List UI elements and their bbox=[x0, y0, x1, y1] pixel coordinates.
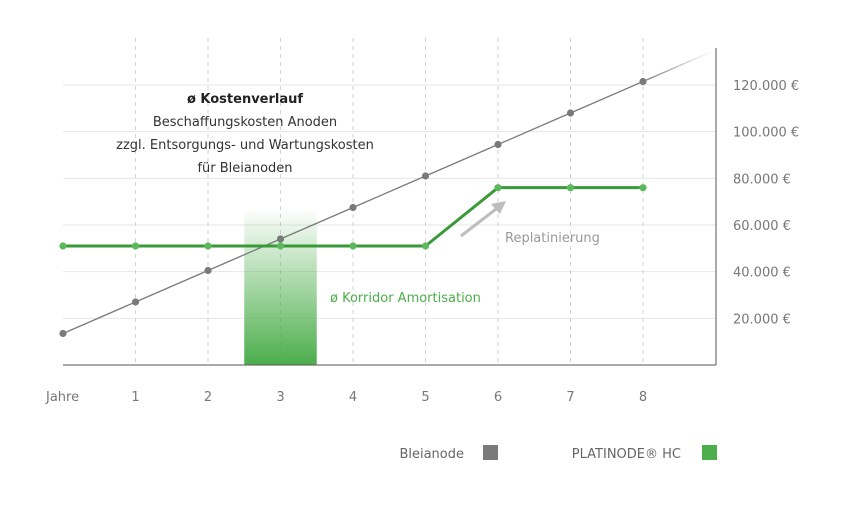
legend-label-platinode: PLATINODE® HC bbox=[572, 447, 681, 462]
axes: 20.000 € 40.000 € 60.000 € 80.000 € 100.000 … bbox=[45, 48, 799, 405]
x-tick-label: 2 bbox=[204, 390, 212, 405]
data-point-bleianode bbox=[494, 140, 502, 149]
y-tick-label: 120.000 € bbox=[733, 79, 799, 94]
legend-swatch-bleianode bbox=[483, 445, 498, 460]
x-axis-label: Jahre bbox=[45, 390, 79, 405]
y-tick-label: 20.000 € bbox=[733, 312, 791, 327]
data-point-platinode bbox=[494, 184, 502, 192]
annotations: ø Korridor Amortisation Replatinierung bbox=[330, 201, 600, 306]
x-tick-label: 3 bbox=[276, 390, 284, 405]
legend: Bleianode PLATINODE® HC bbox=[399, 445, 717, 462]
corridor-band bbox=[244, 208, 317, 365]
series-extension-bleianode bbox=[642, 50, 714, 83]
data-point-platinode bbox=[131, 242, 140, 250]
grid bbox=[63, 38, 716, 365]
x-tick-label: 7 bbox=[566, 390, 574, 405]
data-point-bleianode bbox=[131, 298, 140, 306]
x-tick-label: 5 bbox=[421, 390, 429, 405]
data-point-platinode bbox=[639, 184, 647, 192]
data-point-bleianode bbox=[349, 203, 357, 212]
data-point-bleianode bbox=[421, 172, 430, 180]
x-tick-label: 4 bbox=[349, 390, 357, 405]
chart-subtitle-line-3: für Bleianoden bbox=[197, 161, 292, 176]
y-tick-label: 80.000 € bbox=[733, 172, 791, 187]
replatinierung-arrow-icon bbox=[491, 201, 506, 214]
x-tick-label: 6 bbox=[494, 390, 502, 405]
legend-swatch-platinode bbox=[702, 445, 717, 460]
series bbox=[59, 50, 714, 338]
data-point-platinode bbox=[421, 242, 430, 250]
data-point-bleianode bbox=[204, 266, 212, 275]
chart-title: ø Kostenverlauf bbox=[187, 92, 303, 107]
amortisation-corridor bbox=[244, 208, 317, 365]
x-tick-label: 1 bbox=[131, 390, 139, 405]
replatinierung-label: Replatinierung bbox=[505, 231, 600, 246]
data-point-platinode bbox=[566, 184, 575, 192]
legend-label-bleianode: Bleianode bbox=[399, 447, 464, 462]
data-point-bleianode bbox=[276, 235, 285, 243]
data-point-bleianode bbox=[59, 329, 67, 338]
data-point-bleianode bbox=[566, 109, 575, 117]
chart-title-block: ø Kostenverlauf Beschaffungskosten Anode… bbox=[116, 92, 374, 176]
x-tick-label: 8 bbox=[639, 390, 647, 405]
y-tick-label: 60.000 € bbox=[733, 219, 791, 234]
data-point-platinode bbox=[276, 242, 285, 250]
data-point-bleianode bbox=[639, 77, 647, 86]
data-point-platinode bbox=[59, 242, 67, 250]
chart-subtitle-line-2: zzgl. Entsorgungs- und Wartungskosten bbox=[116, 138, 374, 153]
data-point-platinode bbox=[204, 242, 212, 250]
y-tick-label: 40.000 € bbox=[733, 266, 791, 281]
replatinierung-arrow-line bbox=[460, 204, 501, 238]
chart-subtitle-line-1: Beschaffungskosten Anoden bbox=[153, 115, 337, 130]
y-tick-label: 100.000 € bbox=[733, 126, 799, 141]
data-point-platinode bbox=[349, 242, 357, 250]
corridor-label: ø Korridor Amortisation bbox=[330, 291, 481, 306]
